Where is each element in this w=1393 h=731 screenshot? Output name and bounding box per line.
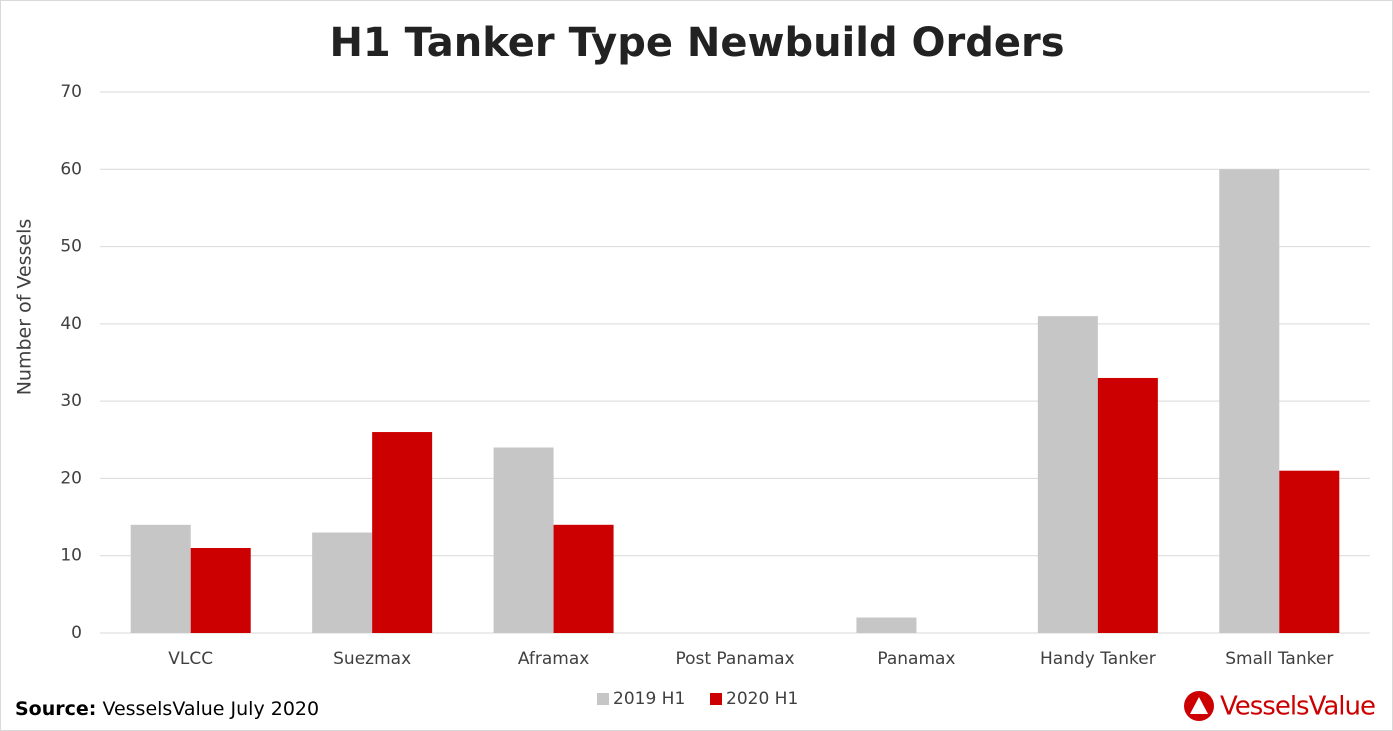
source-label: Source:	[15, 698, 96, 720]
bar	[372, 432, 433, 633]
y-tick-label: 30	[60, 391, 82, 411]
legend-label: 2020 H1	[726, 689, 798, 709]
x-tick-label: Aframax	[518, 649, 589, 669]
bar	[553, 524, 614, 633]
x-tick-label: Post Panamax	[675, 649, 794, 669]
x-tick-label: Small Tanker	[1225, 649, 1333, 669]
y-tick-label: 60	[60, 159, 82, 179]
bar	[190, 547, 251, 633]
bar	[1037, 316, 1098, 633]
legend-swatch	[710, 693, 722, 705]
y-tick-label: 50	[60, 237, 82, 257]
y-tick-label: 10	[60, 546, 82, 566]
x-tick-label: Handy Tanker	[1040, 649, 1156, 669]
logo: VesselsValue	[1220, 692, 1375, 722]
x-tick-label: VLCC	[168, 649, 213, 669]
y-tick-label: 70	[60, 82, 82, 102]
y-axis-label: Number of Vessels	[14, 219, 36, 396]
chart-title: H1 Tanker Type Newbuild Orders	[329, 20, 1064, 66]
bar	[1219, 169, 1280, 634]
bar	[856, 617, 917, 633]
y-tick-label: 20	[60, 468, 82, 488]
bar	[1097, 377, 1158, 633]
source: Source: VesselsValue July 2020	[15, 698, 319, 720]
y-tick-label: 40	[60, 314, 82, 334]
x-tick-label: Panamax	[877, 649, 955, 669]
x-tick-label: Suezmax	[333, 649, 411, 669]
logo-icon-mark	[1190, 697, 1208, 714]
y-tick-label: 0	[71, 623, 82, 643]
bar	[493, 447, 554, 633]
bar	[1279, 470, 1340, 633]
legend-label: 2019 H1	[613, 689, 685, 709]
bar	[312, 532, 373, 633]
source-text: VesselsValue July 2020	[102, 698, 319, 720]
legend-swatch	[597, 693, 609, 705]
bar	[130, 524, 191, 633]
